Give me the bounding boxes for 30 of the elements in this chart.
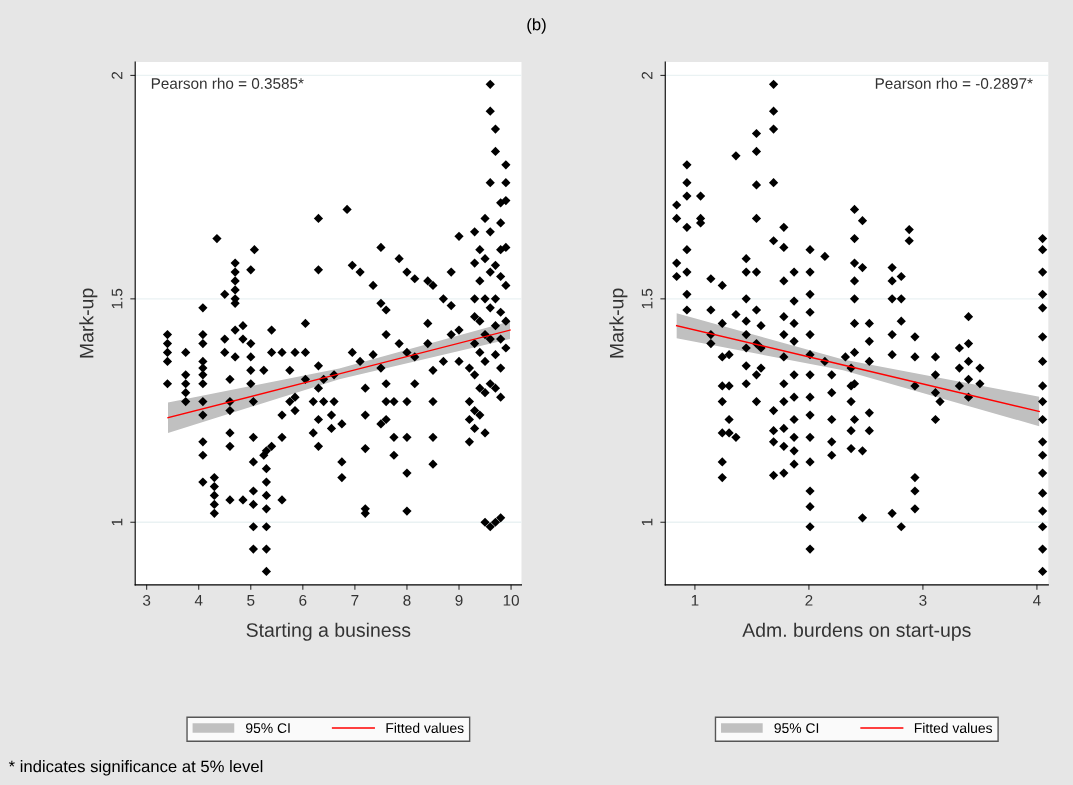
text: * indicates significance at 5% level	[8, 760, 263, 776]
x-tick-label: 3	[142, 594, 151, 606]
x-tick-label: 6	[299, 594, 307, 606]
y-tick-label: 2	[641, 71, 653, 79]
x-axis-title: Starting a business	[246, 622, 411, 641]
y-tick-label: 1	[641, 518, 653, 526]
x-tick-label: 4	[1033, 595, 1041, 606]
y-axis-title: Mark-up	[79, 288, 98, 358]
y-tick-label: 1.5	[111, 288, 123, 309]
annotation: Pearson rho = -0.2897*	[875, 77, 1033, 89]
x-tick-label: 7	[351, 595, 359, 606]
annotation: Pearson rho = 0.3585*	[151, 77, 304, 89]
legend-title: 95% CI	[774, 723, 819, 733]
x-tick-label: 4	[194, 595, 203, 606]
y-tick-label: 2	[111, 71, 123, 79]
legend-title: 95% CI	[246, 723, 290, 733]
x-tick-label: 10	[503, 594, 519, 606]
chart-title: (b)	[527, 18, 546, 34]
x-tick-label: 5	[247, 595, 255, 606]
x-tick-label: 3	[919, 594, 927, 606]
legend-label: Fitted values	[914, 722, 993, 733]
legend-label: Fitted values	[386, 722, 464, 733]
y-axis-title: Mark-up	[609, 288, 628, 358]
x-tick-label: 1	[691, 595, 699, 606]
y-tick-label: 1.5	[641, 288, 653, 309]
x-tick-label: 2	[805, 594, 813, 606]
x-tick-label: 9	[455, 594, 463, 606]
y-tick-label: 1	[111, 518, 123, 526]
x-axis-title: Adm. burdens on start-ups	[742, 622, 971, 641]
x-tick-label: 8	[403, 594, 411, 606]
